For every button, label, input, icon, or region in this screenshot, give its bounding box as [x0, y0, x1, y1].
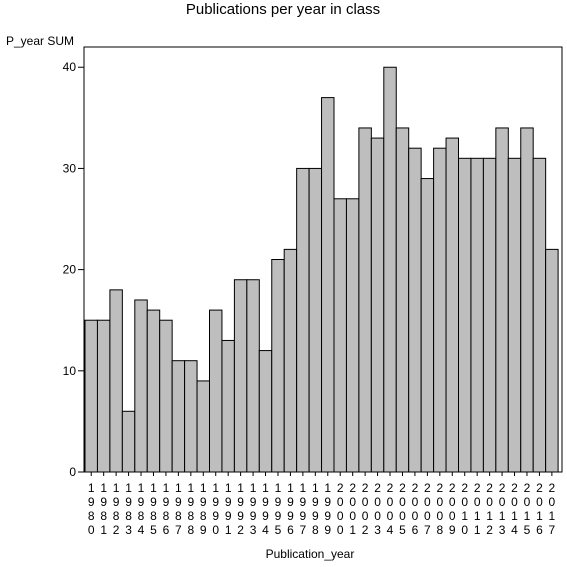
- bar-2017: [545, 248, 559, 473]
- bar-1993: [246, 279, 260, 473]
- bar-1982: [109, 289, 123, 473]
- bar-1981: [96, 319, 111, 473]
- bar-2010: [458, 157, 472, 473]
- y-tick-label: 0: [69, 465, 76, 479]
- bar-2014: [507, 157, 522, 473]
- bars: [84, 66, 559, 473]
- y-tick-label: 10: [63, 364, 77, 378]
- bar-1989: [196, 380, 211, 473]
- y-tick-label: 30: [63, 161, 77, 175]
- bar-1995: [271, 259, 285, 473]
- bar-1998: [308, 167, 323, 473]
- bar-2013: [495, 127, 509, 473]
- bar-2001: [345, 198, 360, 473]
- bar-1988: [184, 360, 198, 473]
- bar-1985: [146, 309, 161, 473]
- bar-2006: [408, 147, 422, 473]
- bar-2005: [395, 127, 410, 473]
- bar-2016: [532, 157, 547, 473]
- bar-2015: [520, 127, 534, 473]
- bar-1996: [283, 248, 298, 473]
- bar-2007: [420, 178, 435, 473]
- bar-1986: [159, 319, 173, 473]
- y-axis: 0 10 20 30 40: [63, 60, 84, 479]
- bar-1997: [296, 167, 310, 473]
- bar-2009: [445, 137, 459, 473]
- y-tick-label: 20: [63, 263, 77, 277]
- bar-1983: [121, 410, 136, 473]
- bar-1991: [221, 339, 235, 473]
- bar-2003: [370, 137, 385, 473]
- bar-2000: [333, 198, 347, 473]
- x-axis-ticks: 1 9 8 0 1 9 8 1 1 9 8 2 1 9 8 3 1 9 8 4 1 9 8 5 1 9 8 6 1 9 8 7 1 9 8 8 1 9 8 9…: [88, 472, 556, 537]
- y-tick-label: 40: [63, 60, 77, 74]
- bar-1980: [84, 319, 98, 473]
- bar-2011: [470, 157, 484, 473]
- bar-2004: [383, 66, 397, 473]
- x-axis-label: Publication_year: [266, 547, 355, 561]
- bar-1999: [321, 97, 335, 473]
- y-axis-label: P_year SUM: [6, 34, 74, 48]
- bar-1992: [233, 279, 248, 473]
- bar-1987: [171, 360, 186, 473]
- bar-1984: [134, 299, 148, 473]
- bar-2002: [358, 127, 372, 473]
- chart-title: Publications per year in class: [186, 1, 380, 18]
- bar-1990: [209, 309, 223, 473]
- bar-1994: [258, 350, 273, 473]
- bar-2008: [433, 147, 447, 473]
- bar-2012: [482, 157, 497, 473]
